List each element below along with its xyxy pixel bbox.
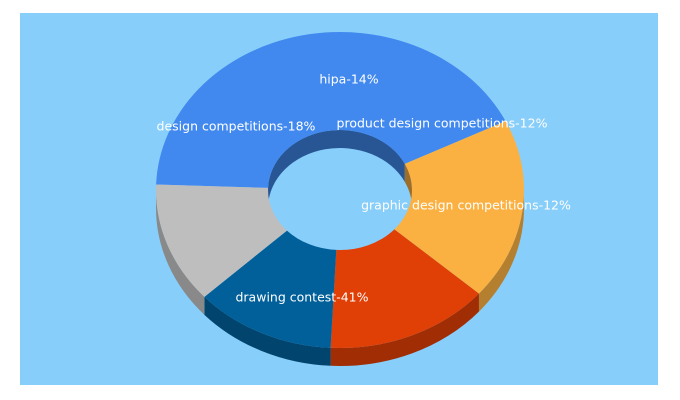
donut-labels: drawing contest-41% design competitions-1… xyxy=(157,72,571,305)
donut-sides xyxy=(156,129,524,366)
slice-label-hipa: hipa-14% xyxy=(319,72,378,87)
slice-label-product-design-competitions: product design competitions-12% xyxy=(337,116,548,131)
slice-inner-drawing-contest xyxy=(268,129,405,206)
donut-slices xyxy=(155,32,524,349)
slice-graphic-design-competitions xyxy=(155,184,287,297)
slice-label-design-competitions: design competitions-18% xyxy=(157,119,316,134)
slice-side-design-competitions xyxy=(478,190,524,312)
slice-inner-design-competitions xyxy=(404,163,412,208)
slice-side-graphic-design-competitions xyxy=(156,190,205,315)
slice-design-competitions xyxy=(394,121,524,294)
slice-label-drawing-contest: drawing contest-41% xyxy=(235,290,368,305)
slice-drawing-contest xyxy=(156,32,506,188)
slice-product-design-competitions xyxy=(204,230,337,348)
slice-label-graphic-design-competitions: graphic design competitions-12% xyxy=(361,198,571,213)
slice-hipa xyxy=(330,229,479,349)
slice-side-hipa xyxy=(330,293,479,366)
slice-side-product-design-competitions xyxy=(204,296,331,366)
